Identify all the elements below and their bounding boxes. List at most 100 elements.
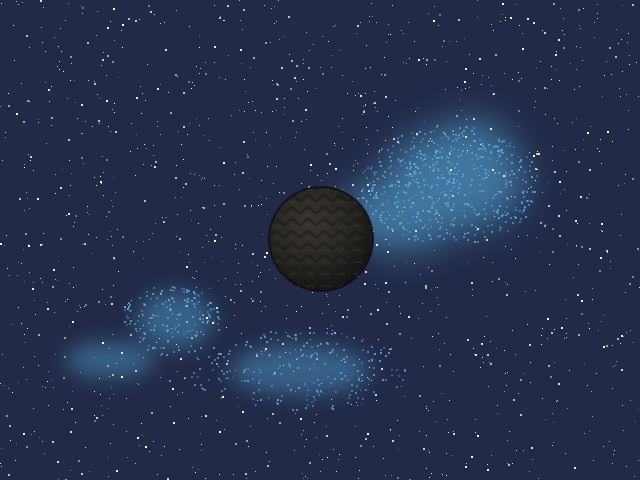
dust-particle bbox=[373, 172, 375, 174]
star bbox=[547, 318, 549, 320]
star bbox=[434, 59, 435, 60]
star bbox=[367, 377, 368, 378]
dust-particle bbox=[149, 317, 151, 319]
star bbox=[469, 54, 470, 55]
dark-planet[interactable] bbox=[268, 186, 374, 292]
star bbox=[13, 25, 14, 26]
star bbox=[360, 22, 361, 23]
dust-particle bbox=[457, 192, 459, 194]
dust-particle bbox=[480, 165, 482, 167]
dust-particle bbox=[466, 203, 468, 205]
star bbox=[521, 78, 522, 79]
star bbox=[385, 282, 387, 284]
dust-particle bbox=[398, 185, 400, 187]
star bbox=[234, 302, 235, 303]
star bbox=[300, 333, 301, 334]
star bbox=[70, 80, 71, 81]
star bbox=[71, 408, 73, 410]
star bbox=[24, 167, 25, 168]
dust-particle bbox=[503, 140, 505, 142]
star bbox=[184, 378, 185, 379]
star bbox=[145, 446, 147, 448]
dust-particle bbox=[178, 349, 180, 351]
dust-particle bbox=[218, 378, 220, 380]
star bbox=[180, 358, 182, 360]
dust-particle bbox=[391, 152, 393, 154]
star bbox=[5, 137, 6, 138]
star bbox=[224, 20, 225, 21]
star bbox=[245, 473, 247, 475]
star bbox=[16, 444, 17, 445]
dust-particle bbox=[521, 201, 523, 203]
star bbox=[45, 387, 46, 388]
star bbox=[220, 216, 221, 217]
star bbox=[308, 186, 310, 188]
star bbox=[27, 198, 28, 199]
star bbox=[241, 333, 242, 334]
dust-particle bbox=[406, 167, 408, 169]
star bbox=[272, 80, 273, 81]
star bbox=[112, 61, 114, 63]
star bbox=[176, 165, 177, 166]
star bbox=[140, 328, 141, 329]
dust-particle bbox=[518, 169, 520, 171]
star bbox=[428, 450, 429, 451]
star bbox=[87, 206, 88, 207]
star bbox=[203, 135, 204, 136]
dust-particle bbox=[502, 152, 504, 154]
star bbox=[375, 394, 377, 396]
star bbox=[329, 163, 331, 165]
star bbox=[392, 127, 393, 128]
star bbox=[316, 437, 317, 438]
star bbox=[409, 173, 411, 175]
dust-particle bbox=[197, 376, 199, 378]
star bbox=[544, 32, 546, 34]
star bbox=[386, 323, 388, 325]
dust-particle bbox=[525, 216, 527, 218]
star bbox=[115, 192, 116, 193]
dust-particle bbox=[414, 173, 416, 175]
star bbox=[316, 414, 317, 415]
star bbox=[0, 383, 1, 384]
star bbox=[564, 189, 565, 190]
star bbox=[202, 177, 203, 178]
star bbox=[603, 446, 604, 447]
dust-particle bbox=[388, 167, 390, 169]
star bbox=[43, 233, 44, 234]
dust-particle bbox=[407, 175, 409, 177]
star bbox=[362, 114, 363, 115]
dust-particle bbox=[402, 379, 404, 381]
star bbox=[309, 327, 311, 329]
star bbox=[333, 26, 334, 27]
star bbox=[115, 131, 117, 133]
star bbox=[594, 37, 595, 38]
star bbox=[94, 81, 95, 82]
star bbox=[114, 112, 115, 113]
star bbox=[24, 334, 25, 335]
star bbox=[225, 296, 226, 297]
dust-particle bbox=[387, 226, 389, 228]
dust-particle bbox=[409, 231, 411, 233]
star bbox=[316, 358, 318, 360]
dust-particle bbox=[190, 345, 192, 347]
star bbox=[406, 262, 407, 263]
star bbox=[29, 208, 30, 209]
dust-particle bbox=[444, 133, 446, 135]
star bbox=[205, 73, 207, 75]
dust-particle bbox=[449, 173, 451, 175]
star bbox=[582, 60, 583, 61]
dust-particle bbox=[255, 404, 257, 406]
star bbox=[240, 290, 242, 292]
dust-particle bbox=[430, 187, 432, 189]
star bbox=[599, 151, 600, 152]
star bbox=[305, 109, 307, 111]
dust-particle bbox=[437, 236, 439, 238]
dust-particle bbox=[309, 368, 311, 370]
star bbox=[101, 183, 102, 184]
star bbox=[423, 366, 424, 367]
dust-particle bbox=[473, 140, 475, 142]
star bbox=[399, 182, 400, 183]
dust-particle bbox=[529, 170, 531, 172]
